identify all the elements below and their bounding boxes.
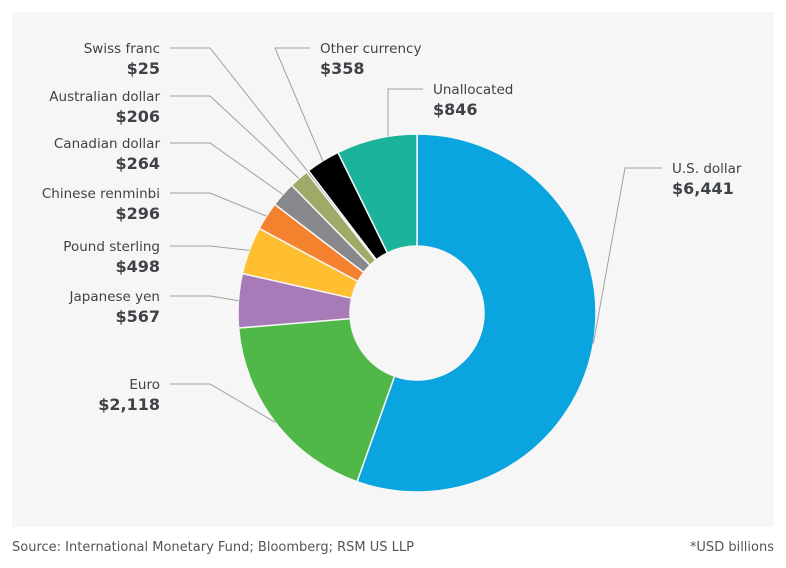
slice-label-value: $296 — [115, 204, 160, 223]
slice-label-name: Chinese renminbi — [41, 186, 160, 202]
slice-label-value: $498 — [115, 257, 160, 276]
slice-label-name: Unallocated — [433, 82, 514, 98]
slice-label-value: $25 — [126, 59, 160, 78]
leader-line — [170, 142, 284, 195]
leader-line — [170, 95, 300, 179]
slice-label-value: $846 — [433, 100, 478, 119]
leader-line — [387, 88, 423, 137]
leader-line — [170, 295, 239, 302]
slice-label-name: Japanese yen — [69, 289, 160, 305]
slice-label-name: Canadian dollar — [53, 136, 160, 152]
slice-label-value: $206 — [115, 107, 160, 126]
slice-label-value: $2,118 — [98, 395, 160, 414]
slice-label-name: Swiss franc — [83, 41, 160, 57]
slice-label-name: U.S. dollar — [672, 161, 742, 177]
slice-label: Japanese yen $567 — [70, 288, 160, 326]
leader-line — [170, 47, 308, 172]
slice-label-name: Other currency — [320, 41, 422, 57]
source-note: Source: International Monetary Fund; Blo… — [12, 540, 415, 555]
slice-label: Chinese renminbi $296 — [42, 185, 160, 223]
leader-line — [170, 383, 276, 423]
slice-label: Pound sterling $498 — [63, 238, 160, 276]
slice-label-value: $6,441 — [672, 179, 734, 198]
slice-unallocated — [336, 133, 418, 254]
slice-label-value: $358 — [320, 59, 365, 78]
slice-label: Swiss franc $25 — [84, 40, 160, 78]
slice-label-value: $567 — [115, 307, 160, 326]
slice-label-name: Australian dollar — [49, 89, 160, 105]
slice-label: Unallocated $846 — [433, 81, 513, 119]
leader-line — [170, 245, 250, 251]
unit-note: *USD billions — [689, 540, 774, 555]
leader-line — [170, 192, 267, 217]
slice-u-s-dollar — [356, 133, 597, 493]
leader-line — [274, 47, 324, 161]
slice-euro — [237, 317, 396, 483]
leader-line — [592, 167, 662, 344]
slice-label-name: Pound sterling — [63, 239, 160, 255]
slice-label: Euro $2,118 — [98, 376, 160, 414]
slice-label-value: $264 — [115, 154, 160, 173]
slice-label: U.S. dollar $6,441 — [672, 160, 741, 198]
slice-label: Canadian dollar $264 — [54, 135, 160, 173]
slice-label: Australian dollar $206 — [49, 88, 160, 126]
slice-label-name: Euro — [129, 377, 160, 393]
slice-label: Other currency $358 — [320, 40, 421, 78]
